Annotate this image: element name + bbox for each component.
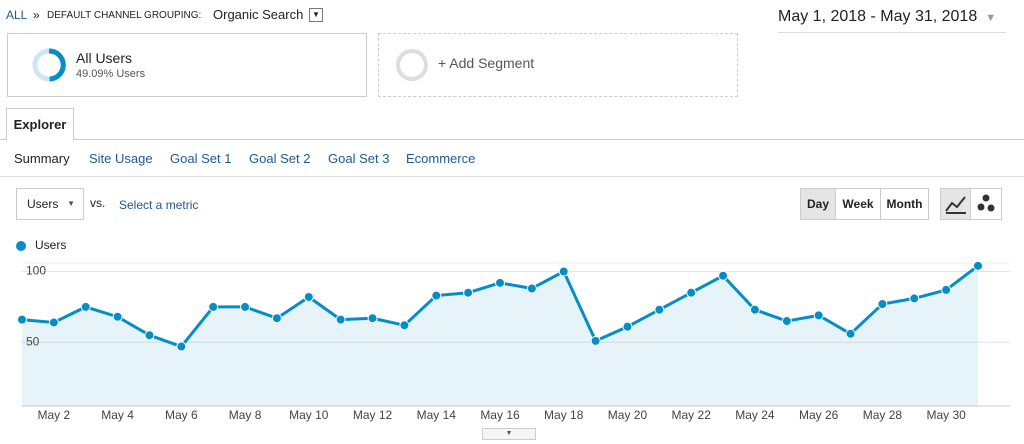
- x-tick-label: May 18: [544, 408, 584, 422]
- x-tick-label: May 28: [863, 408, 903, 422]
- data-point: [718, 270, 729, 281]
- legend-label: Users: [35, 238, 66, 252]
- data-point: [526, 283, 537, 294]
- x-tick-label: May 22: [672, 408, 712, 422]
- data-point: [144, 330, 155, 341]
- x-tick-label: May 20: [608, 408, 648, 422]
- data-point: [686, 287, 697, 298]
- data-point: [781, 316, 792, 327]
- subtab[interactable]: Summary: [14, 151, 70, 166]
- x-tick-label: May 26: [799, 408, 839, 422]
- data-point: [431, 290, 442, 301]
- y-tick-label: 50: [26, 334, 40, 348]
- x-tick-label: May 6: [165, 408, 198, 422]
- data-point: [303, 291, 314, 302]
- data-point: [335, 314, 346, 325]
- add-segment-label: + Add Segment: [438, 55, 535, 71]
- x-tick-label: May 12: [353, 408, 393, 422]
- segment-donut: [32, 48, 66, 82]
- data-point: [495, 277, 505, 288]
- granularity-button[interactable]: Week: [835, 188, 881, 220]
- data-point: [271, 313, 282, 324]
- data-point: [17, 314, 27, 325]
- metric-name: Users: [27, 197, 59, 211]
- data-point: [909, 293, 920, 304]
- resize-handle[interactable]: ▼: [482, 428, 536, 440]
- segment-detail: 49.09% Users: [76, 68, 146, 80]
- date-range[interactable]: May 1, 2018 - May 31, 2018 ▼: [778, 8, 1006, 33]
- data-point: [941, 284, 952, 295]
- segment-placeholder: [396, 49, 428, 81]
- data-point: [399, 320, 410, 331]
- x-tick-label: May 10: [289, 408, 329, 422]
- y-tick-label: 100: [26, 264, 46, 278]
- data-point: [367, 313, 378, 324]
- data-point: [240, 301, 251, 312]
- subtab[interactable]: Goal Set 3: [328, 151, 390, 166]
- breadcrumb-dimension: DEFAULT CHANNEL GROUPING:: [47, 10, 202, 21]
- data-point: [48, 317, 59, 328]
- data-point: [208, 301, 219, 312]
- tab[interactable]: Explorer: [6, 108, 74, 141]
- subtab[interactable]: Ecommerce: [406, 151, 476, 166]
- dropdown-arrow[interactable]: ▼: [309, 8, 323, 22]
- subtab[interactable]: Goal Set 2: [249, 151, 311, 166]
- segment-name: All Users: [76, 50, 133, 66]
- metric-dropdown[interactable]: Users ▼: [16, 188, 84, 220]
- subtab-divider: [0, 176, 1024, 177]
- granularity-button[interactable]: Month: [880, 188, 929, 220]
- granularity-button[interactable]: Day: [800, 188, 836, 220]
- x-tick-label: May 2: [38, 408, 71, 422]
- x-tick-label: May 14: [417, 408, 457, 422]
- data-point: [877, 299, 888, 310]
- legend-marker: [16, 241, 26, 251]
- subtab[interactable]: Goal Set 1: [170, 151, 232, 166]
- data-point: [80, 301, 91, 312]
- data-point: [176, 341, 187, 352]
- chart-type-buttons[interactable]: [940, 188, 1002, 220]
- add-segment[interactable]: + Add Segment: [378, 33, 738, 97]
- date-range-text: May 1, 2018 - May 31, 2018: [778, 8, 978, 25]
- breadcrumb-root[interactable]: ALL: [6, 8, 28, 22]
- breadcrumb-value: Organic Search: [213, 7, 304, 22]
- x-tick-label: May 30: [926, 408, 966, 422]
- x-tick-label: May 8: [229, 408, 262, 422]
- data-point: [845, 328, 856, 339]
- series-line: [21, 264, 979, 349]
- segment-card[interactable]: All Users 49.09% Users: [7, 33, 367, 97]
- data-point: [973, 260, 983, 271]
- x-tick-label: May 16: [480, 408, 520, 422]
- data-point: [558, 266, 569, 277]
- vs-label: vs.: [90, 196, 106, 210]
- data-point: [813, 310, 824, 321]
- x-tick-label: May 4: [101, 408, 134, 422]
- breadcrumb-separator: »: [33, 8, 40, 22]
- subtab[interactable]: Site Usage: [89, 151, 153, 166]
- series-area: [22, 265, 978, 406]
- data-point: [590, 335, 601, 346]
- data-point: [622, 321, 633, 332]
- data-point: [654, 304, 665, 315]
- data-point: [463, 287, 474, 298]
- tab-divider: [0, 139, 1024, 140]
- x-tick-label: May 24: [735, 408, 775, 422]
- data-point: [112, 311, 123, 322]
- data-point: [749, 304, 760, 315]
- select-metric[interactable]: Select a metric: [119, 198, 199, 212]
